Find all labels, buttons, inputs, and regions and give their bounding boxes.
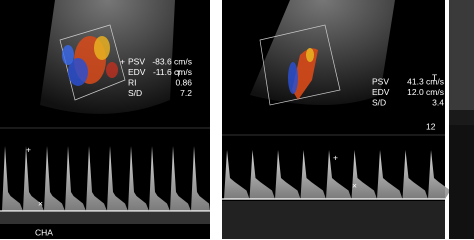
cursor: × [38, 198, 43, 208]
measurement-value: 12.0 cm/s [407, 87, 444, 97]
measurement-label: EDV [372, 87, 390, 97]
measurement-value: 3.4 [432, 97, 444, 107]
b-mode-sector [449, 0, 474, 110]
measurement-value: 0.86 [175, 77, 192, 87]
measurement-value: -11.6 cm/s [153, 67, 192, 77]
measurement-label: S/D [128, 88, 142, 98]
depth-label: 12 [426, 121, 436, 131]
vessel-label: CHA [35, 227, 53, 237]
measurement-value: 7.2 [180, 88, 192, 98]
cursor: + [333, 152, 338, 162]
color-doppler [59, 24, 126, 101]
spectral-noise [0, 212, 210, 224]
spectral-waveform [222, 150, 451, 199]
measurement-label: EDV [128, 67, 146, 77]
spectral-noise [222, 201, 445, 239]
cursor: + [26, 144, 31, 154]
color-doppler [259, 24, 341, 106]
b-mode-sector [250, 0, 395, 105]
measurements: PSV -83.6 cm/s EDV -11.6 cm/s RI 0.86 S/D 7.2 [128, 56, 192, 98]
measurement-label: RI [128, 77, 137, 87]
measurement-label: PSV [128, 56, 145, 66]
spectral-area [449, 125, 474, 239]
b-mode-sector [40, 0, 175, 114]
measurements: PSV 41.3 cm/s EDV 12.0 cm/s S/D 3.4 [372, 76, 444, 107]
measurement-label: PSV [372, 76, 389, 86]
measurement-value: -83.6 cm/s [152, 56, 192, 66]
marker: T [432, 72, 437, 82]
measurement-label: S/D [372, 97, 386, 107]
marker: + [120, 56, 125, 66]
cursor: × [352, 180, 357, 190]
measurement-value: 41.3 cm/s [407, 76, 444, 86]
marker: T [176, 68, 181, 78]
